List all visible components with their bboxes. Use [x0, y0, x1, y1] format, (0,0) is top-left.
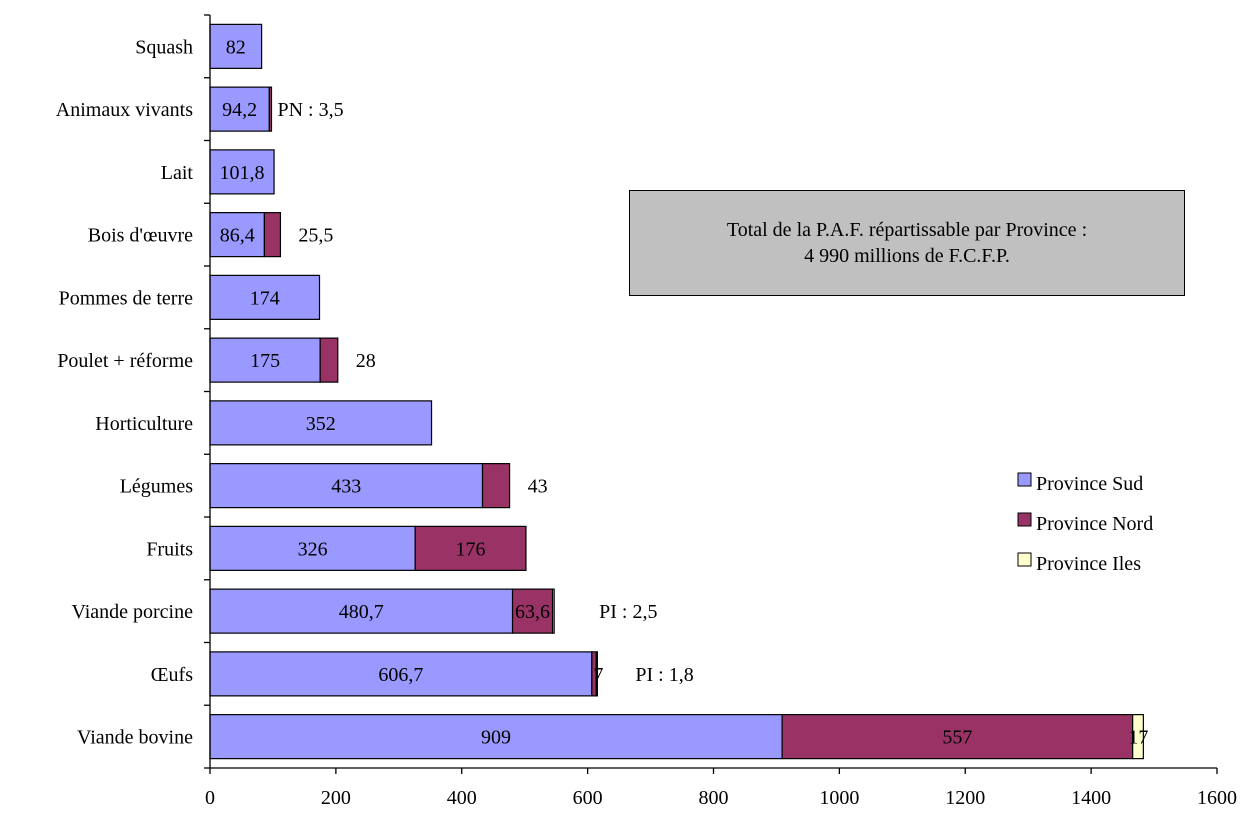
bar-segment [209, 651, 593, 697]
legend-label: Province Nord [1036, 513, 1153, 535]
category-label: Viande porcine [71, 601, 193, 623]
category-label: Bois d'œuvre [88, 225, 193, 247]
data-label: 433 [331, 476, 361, 498]
bar-segment [781, 714, 1134, 760]
data-label: PI : 1,8 [635, 664, 693, 686]
legend-swatch [1017, 512, 1032, 527]
bar-segment [209, 86, 270, 132]
bar-segment [1132, 714, 1144, 760]
bar-segment [209, 149, 275, 195]
data-label: 174 [250, 287, 280, 309]
legend-label: Province Iles [1036, 553, 1141, 575]
x-tick-label: 1200 [945, 787, 985, 809]
data-label: 63,6 [515, 601, 550, 623]
x-tick-label: 800 [699, 787, 729, 809]
category-label: Lait [161, 162, 194, 184]
category-label: Œufs [151, 664, 193, 686]
data-label: 175 [250, 350, 280, 372]
data-label: 17 [1128, 727, 1148, 749]
total-annotation-line1: Total de la P.A.F. répartissable par Pro… [726, 219, 1088, 241]
bar-segment [263, 212, 282, 258]
data-label: 909 [481, 727, 511, 749]
category-label: Viande bovine [77, 727, 193, 749]
legend-swatch [1017, 472, 1032, 487]
bar-segment [319, 337, 339, 383]
data-label: 606,7 [378, 664, 423, 686]
bar-segment [511, 588, 554, 634]
bar-segment [481, 463, 511, 509]
bar-segment [595, 651, 598, 697]
data-label: 25,5 [298, 225, 333, 247]
bar-segment [209, 400, 433, 446]
category-label: Poulet + réforme [57, 350, 193, 372]
data-label: 94,2 [222, 99, 257, 121]
data-label: PN : 3,5 [277, 99, 343, 121]
x-tick-label: 600 [573, 787, 603, 809]
category-label: Fruits [146, 538, 193, 560]
data-label: 480,7 [339, 601, 384, 623]
data-label: 352 [306, 413, 336, 435]
data-label: 176 [456, 538, 486, 560]
bar-segment [414, 525, 527, 571]
x-tick-label: 200 [321, 787, 351, 809]
x-tick-label: 1000 [819, 787, 859, 809]
data-label: 326 [298, 538, 328, 560]
bar-segment [209, 714, 783, 760]
category-label: Animaux vivants [56, 99, 193, 121]
data-label: 43 [528, 476, 548, 498]
category-label: Légumes [120, 476, 194, 498]
data-label: 82 [226, 36, 246, 58]
legend-label: Province Sud [1036, 473, 1143, 495]
x-tick-label: 1600 [1197, 787, 1237, 809]
x-tick-label: 1400 [1071, 787, 1111, 809]
data-label: PI : 2,5 [599, 601, 657, 623]
bar-segment [209, 274, 321, 320]
total-annotation-line2: 4 990 millions de F.C.F.P. [804, 245, 1010, 267]
data-label: 86,4 [220, 225, 255, 247]
data-label: 101,8 [220, 162, 265, 184]
category-label: Pommes de terre [59, 287, 194, 309]
data-label: 7 [593, 664, 603, 686]
legend-swatch [1017, 552, 1032, 567]
total-annotation-box: Total de la P.A.F. répartissable par Pro… [629, 190, 1185, 296]
category-label: Horticulture [95, 413, 193, 435]
bar-segment [268, 86, 273, 132]
data-label: 28 [356, 350, 376, 372]
bar-segment [551, 588, 555, 634]
x-tick-label: 400 [447, 787, 477, 809]
x-tick-label: 0 [205, 787, 215, 809]
data-label: 557 [942, 727, 972, 749]
category-label: Squash [135, 36, 193, 58]
